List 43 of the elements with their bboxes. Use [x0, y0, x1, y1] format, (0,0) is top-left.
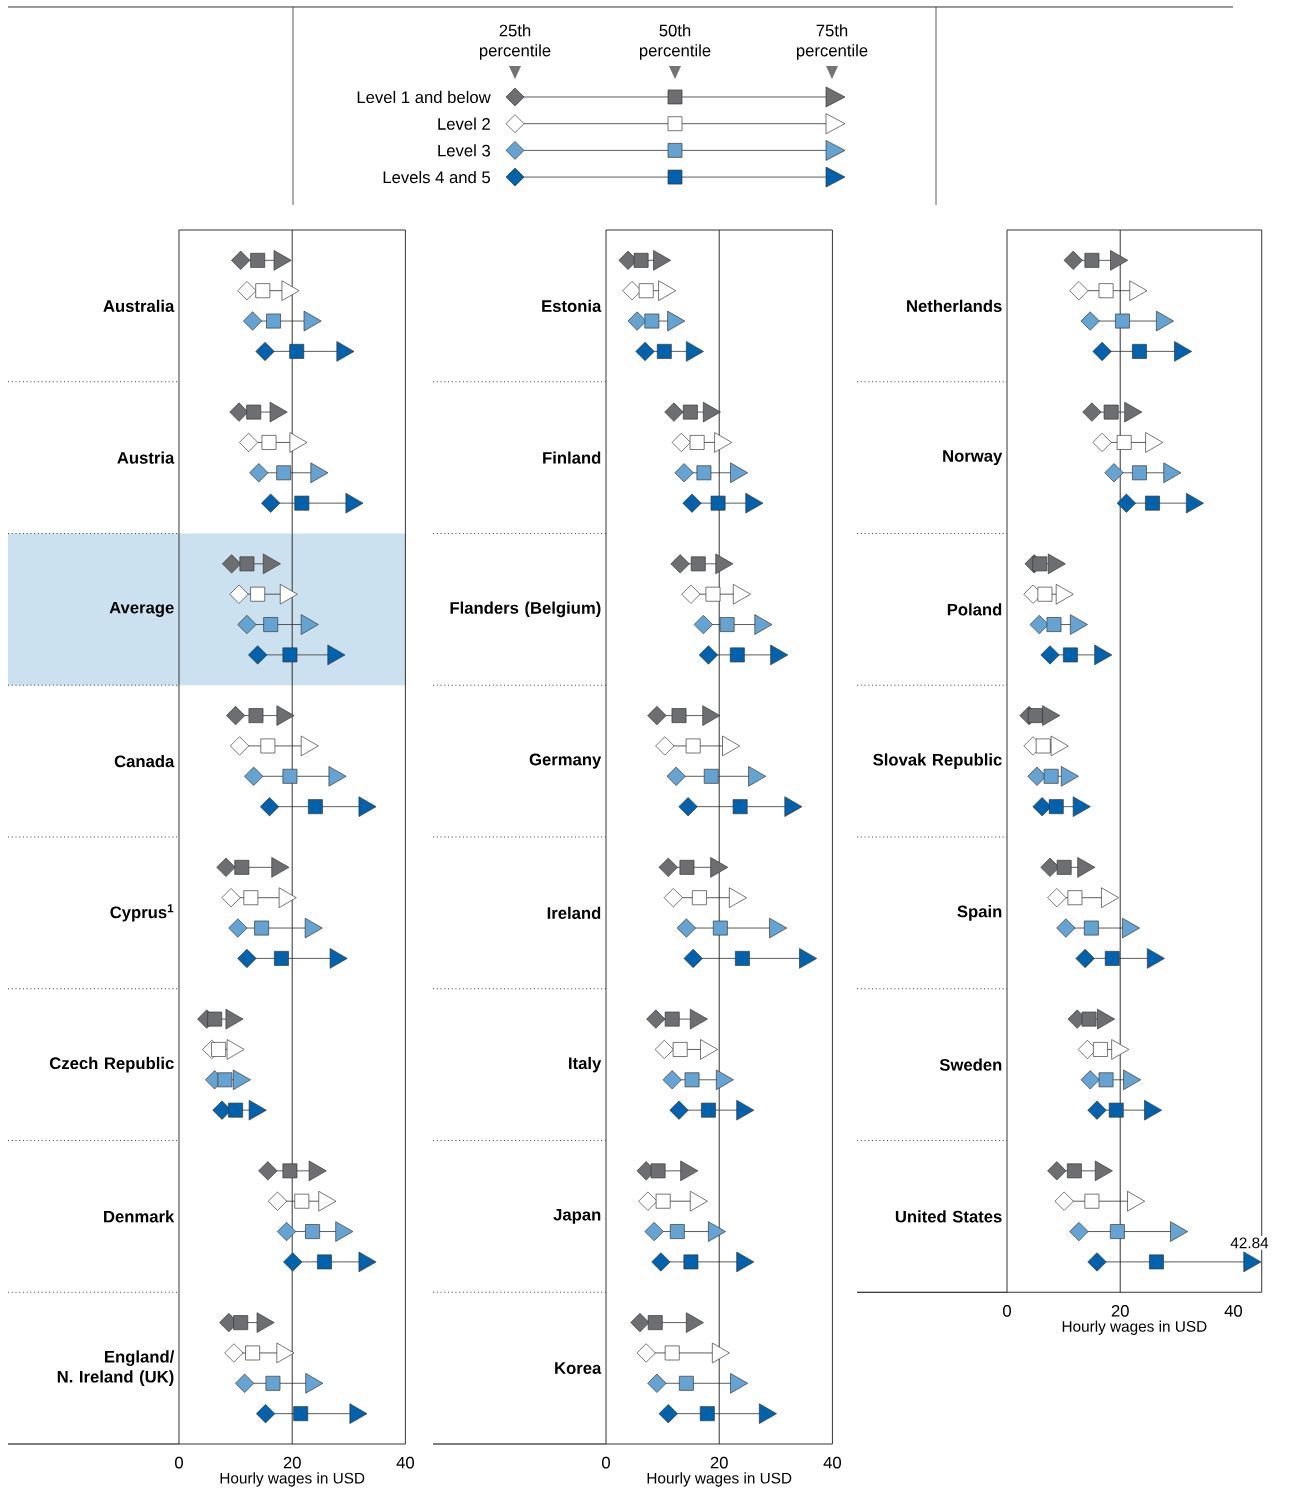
y-tick-label: Flanders (Belgium): [450, 601, 601, 618]
y-tick-label: Denmark: [104, 1210, 175, 1223]
y-tick-label: Japan: [553, 1208, 601, 1224]
y-tick-label: Poland: [947, 603, 1002, 616]
y-tick-label: Sweden: [939, 1058, 1002, 1071]
y-tick-label: Germany: [529, 753, 602, 769]
x-tick-label: 0: [175, 1456, 183, 1469]
y-tick-label: Australia: [103, 299, 175, 312]
y-tick-label: Italy: [569, 1056, 602, 1073]
y-tick-label: Norway: [943, 450, 1003, 466]
y-tick-label: Canada: [114, 755, 175, 768]
legend-label: Levels 4 and 5: [383, 170, 491, 184]
text: 25th percentile: [479, 24, 551, 60]
y-tick-label: Ireland: [547, 906, 601, 920]
x-tick-label: 20: [1111, 1304, 1129, 1317]
y-tick-label: England/N. Ireland (UK): [57, 1350, 175, 1386]
y-tick-label: Average: [109, 601, 174, 617]
x-axis-title: Hourly wages in USD: [647, 1472, 792, 1487]
y-tick-label: Spain: [957, 905, 1002, 921]
y-tick-label: Slovak Republic: [873, 753, 1002, 769]
y-tick-label: United States: [895, 1210, 1002, 1223]
legend-label: Level 2: [438, 117, 490, 130]
x-tick-label: 0: [602, 1456, 610, 1469]
y-tick-label: Cyprus$^{1}$: [110, 904, 174, 922]
x-tick-label: 20: [710, 1456, 728, 1469]
x-tick-label: 0: [1003, 1304, 1011, 1317]
x-tick-label: 40: [1224, 1304, 1243, 1317]
y-tick-label: Czech Republic: [49, 1056, 174, 1073]
x-tick-label: 20: [283, 1456, 301, 1469]
x-axis-title: Hourly wages in USD: [220, 1472, 365, 1487]
x-tick-label: 40: [823, 1456, 842, 1469]
text: 75th percentile: [796, 24, 868, 60]
x-axis-title: Hourly wages in USD: [1062, 1320, 1207, 1335]
annotation: 42.84: [1230, 1237, 1269, 1249]
y-tick-label: Estonia: [542, 299, 602, 312]
text: 50th percentile: [639, 24, 711, 60]
y-tick-label: Korea: [555, 1362, 602, 1374]
legend-label: Level 3: [438, 144, 490, 157]
y-tick-label: Netherlands: [907, 299, 1002, 312]
y-tick-label: Austria: [117, 451, 175, 464]
x-tick-label: 40: [396, 1456, 415, 1469]
legend-label: Level 1 and below: [357, 90, 491, 104]
y-tick-label: Finland: [543, 451, 601, 464]
